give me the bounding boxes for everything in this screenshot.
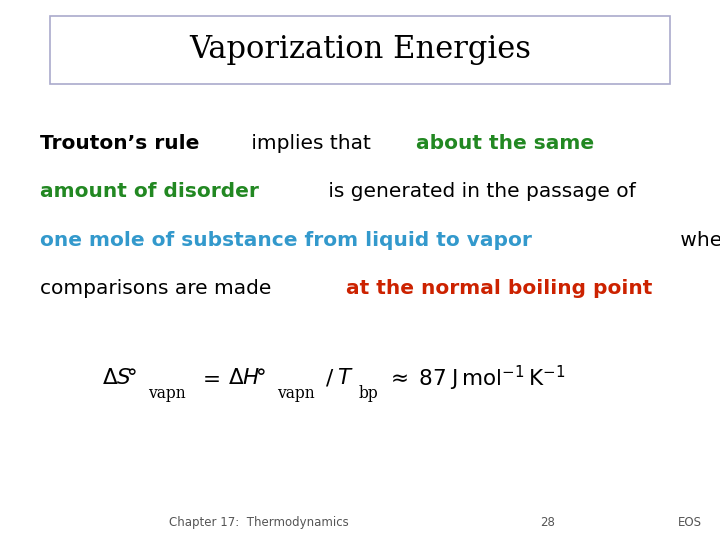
- Text: comparisons are made: comparisons are made: [40, 279, 277, 299]
- Text: Vaporization Energies: Vaporization Energies: [189, 34, 531, 65]
- Text: vapn: vapn: [148, 384, 186, 402]
- Text: $/$: $/$: [325, 367, 335, 389]
- Text: about the same: about the same: [416, 133, 594, 153]
- Text: $\Delta H\!°$: $\Delta H\!°$: [228, 367, 266, 389]
- FancyBboxPatch shape: [50, 16, 670, 84]
- Text: is generated in the passage of: is generated in the passage of: [322, 182, 636, 201]
- Text: Trouton’s rule: Trouton’s rule: [40, 133, 199, 153]
- Text: $\;\!\approx\;87\;\mathrm{J\,mol^{-1}\,K^{-1}}$: $\;\!\approx\;87\;\mathrm{J\,mol^{-1}\,K…: [384, 363, 565, 393]
- Text: EOS: EOS: [678, 516, 702, 529]
- Text: amount of disorder: amount of disorder: [40, 182, 258, 201]
- Text: implies that: implies that: [246, 133, 377, 153]
- Text: one mole of substance from liquid to vapor: one mole of substance from liquid to vap…: [40, 231, 531, 250]
- Text: 28: 28: [540, 516, 554, 529]
- Text: $T$: $T$: [337, 367, 354, 389]
- Text: $\Delta S\!°$: $\Delta S\!°$: [102, 367, 138, 389]
- Text: $\;\!=\;$: $\;\!=\;$: [197, 367, 221, 389]
- Text: when: when: [674, 231, 720, 250]
- Text: at the normal boiling point: at the normal boiling point: [346, 279, 653, 299]
- Text: bp: bp: [359, 384, 379, 402]
- Text: vapn: vapn: [276, 384, 315, 402]
- Text: Chapter 17:  Thermodynamics: Chapter 17: Thermodynamics: [169, 516, 349, 529]
